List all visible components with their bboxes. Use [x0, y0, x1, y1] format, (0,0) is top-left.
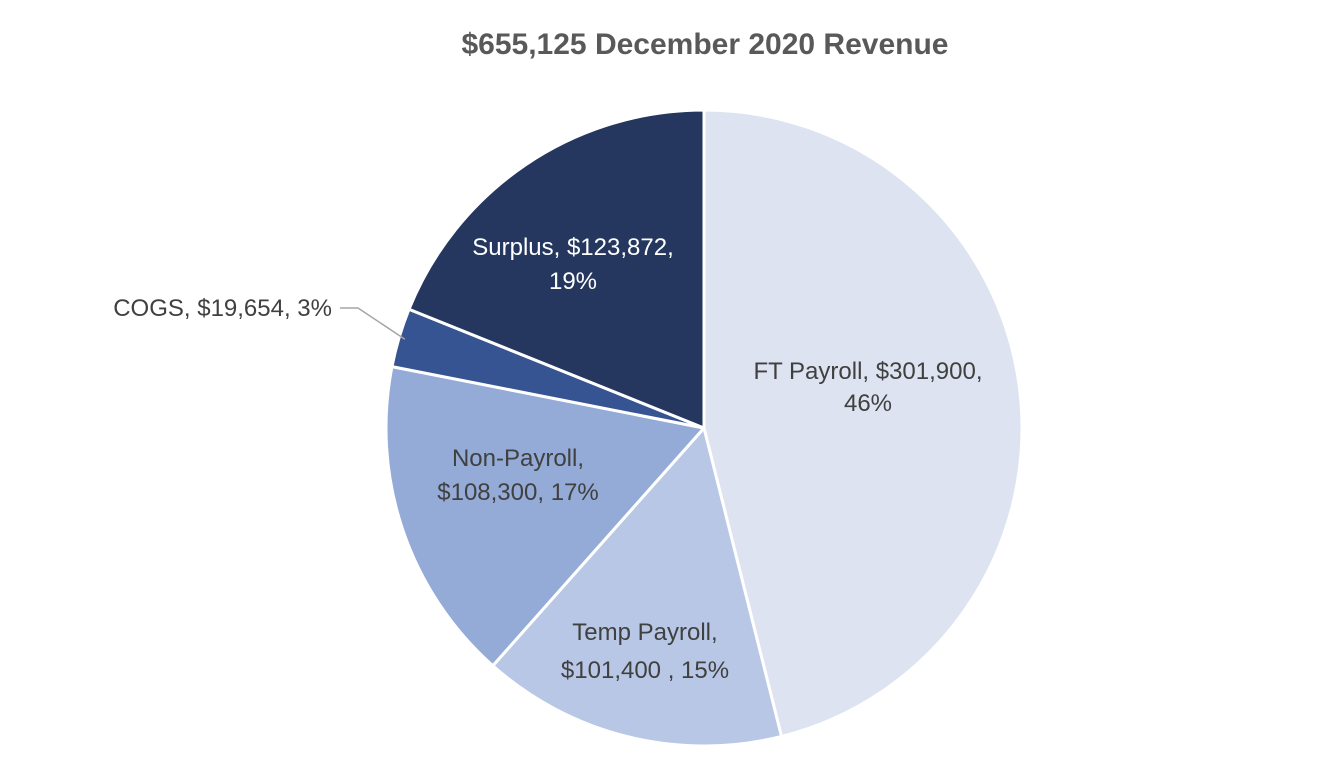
data-label-non-payroll: Non-Payroll, $108,300, 17%	[437, 445, 598, 506]
data-labels: FT Payroll, $301,900, 46% Temp Payroll, $10…	[113, 234, 982, 684]
data-label-line: Surplus, $123,872,	[472, 234, 673, 261]
data-label-line: Non-Payroll,	[452, 445, 584, 472]
data-label-line: FT Payroll, $301,900,	[753, 358, 982, 385]
leader-lines	[340, 307, 406, 340]
pie-slice-non-payroll	[384, 365, 706, 668]
data-label-cogs: COGS, $19,654, 3%	[113, 295, 332, 322]
pie-slice-ft-payroll	[702, 108, 1024, 738]
data-label-ft-payroll: FT Payroll, $301,900, 46%	[753, 358, 982, 417]
data-label-surplus: Surplus, $123,872, 19%	[472, 234, 673, 295]
data-label-line: COGS, $19,654, 3%	[113, 295, 332, 322]
data-label-line: $108,300, 17%	[437, 479, 598, 506]
data-label-line: 19%	[549, 268, 597, 295]
pie-slices	[384, 108, 1024, 748]
data-label-line: Temp Payroll,	[572, 619, 717, 646]
data-label-line: $101,400 , 15%	[561, 657, 729, 684]
chart-title: $655,125 December 2020 Revenue	[461, 28, 949, 61]
leader-line-cogs	[340, 307, 406, 340]
pie-slice-temp-payroll	[491, 426, 783, 748]
data-label-temp-payroll: Temp Payroll, $101,400 , 15%	[561, 619, 729, 684]
data-label-line: 46%	[844, 390, 892, 417]
pie-slice-surplus	[407, 108, 706, 430]
